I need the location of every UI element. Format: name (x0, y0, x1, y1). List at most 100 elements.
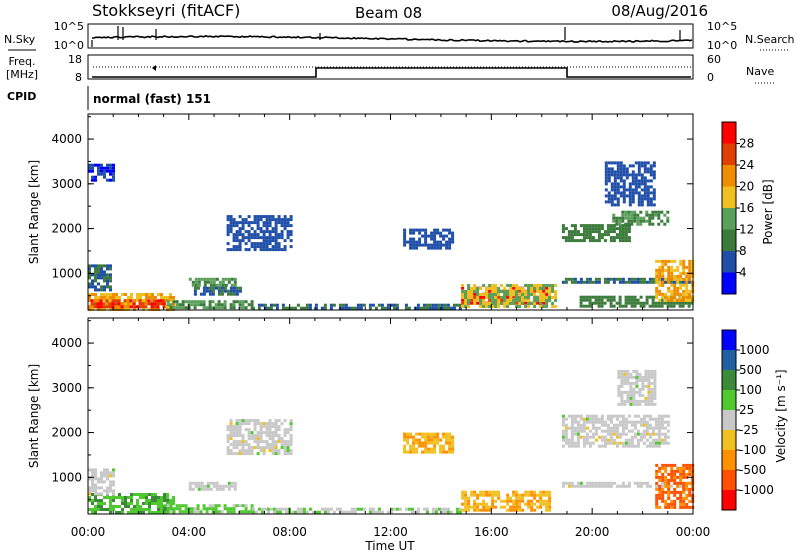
data-cell (653, 384, 657, 388)
data-cell (582, 444, 586, 448)
data-cell (491, 299, 495, 302)
data-cell (663, 420, 667, 424)
data-cell (175, 504, 179, 508)
data-cell (643, 164, 647, 168)
data-cell (632, 387, 636, 391)
data-cell (636, 213, 640, 217)
data-cell (657, 435, 661, 439)
data-cell (679, 469, 683, 473)
data-cell (628, 203, 632, 207)
data-cell (448, 444, 452, 448)
data-cell (588, 236, 592, 240)
data-cell (620, 381, 624, 385)
data-cell (618, 441, 622, 445)
data-cell (473, 287, 477, 290)
data-cell (196, 504, 200, 508)
data-cell (250, 504, 254, 508)
data-cell (627, 414, 631, 418)
data-cell (274, 233, 278, 237)
power-colorbar-swatch (722, 122, 736, 144)
data-cell (664, 505, 668, 509)
data-cell (623, 372, 627, 376)
data-cell (442, 243, 446, 247)
data-cell (262, 425, 266, 429)
data-cell (406, 240, 410, 244)
data-cell (673, 505, 677, 509)
data-cell (274, 224, 278, 228)
data-cell (561, 438, 565, 442)
data-cell (644, 384, 648, 388)
data-cell (99, 305, 103, 309)
data-cell (106, 486, 109, 490)
data-cell (424, 243, 428, 247)
data-cell (639, 219, 643, 223)
data-cell (247, 239, 251, 243)
data-cell (634, 188, 638, 192)
data-cell (657, 423, 661, 427)
data-cell (607, 197, 611, 201)
data-cell (643, 170, 647, 174)
data-cell (585, 230, 589, 234)
data-cell (266, 306, 270, 310)
data-cell (111, 299, 115, 303)
data-cell (633, 414, 637, 418)
data-cell (221, 283, 225, 287)
data-cell (651, 277, 655, 281)
data-cell (271, 431, 275, 435)
data-cell (579, 484, 583, 488)
data-cell (512, 286, 516, 290)
data-cell (470, 296, 474, 299)
data-cell (278, 507, 282, 511)
velocity-colorbar-tick-label: -1000 (739, 483, 774, 497)
data-cell (467, 502, 471, 506)
data-cell (619, 179, 623, 183)
data-cell (232, 303, 236, 307)
data-cell (491, 499, 495, 503)
data-cell (268, 437, 272, 441)
data-cell (663, 435, 667, 439)
data-cell (442, 450, 446, 454)
data-cell (403, 432, 407, 436)
data-cell (655, 493, 659, 497)
data-cell (615, 484, 619, 488)
data-cell (88, 273, 91, 277)
data-cell (157, 505, 160, 508)
data-cell (666, 301, 670, 305)
data-cell (645, 432, 649, 436)
data-cell (105, 305, 109, 309)
data-cell (415, 246, 419, 250)
data-cell (631, 197, 635, 201)
data-cell (649, 185, 653, 189)
data-cell (600, 236, 604, 240)
data-cell (497, 293, 501, 296)
data-cell (648, 222, 652, 226)
data-cell (634, 173, 638, 177)
data-cell (94, 299, 97, 302)
data-cell (132, 305, 136, 309)
data-cell (636, 484, 640, 488)
data-cell (630, 438, 634, 442)
data-cell (506, 508, 510, 512)
data-cell (274, 239, 278, 243)
power-colorbar-swatch (722, 229, 736, 251)
data-cell (130, 302, 133, 305)
data-cell (296, 510, 300, 514)
data-cell (576, 444, 580, 448)
data-cell (109, 480, 112, 484)
data-cell (121, 511, 124, 514)
data-cell (685, 496, 689, 500)
data-cell (621, 420, 625, 424)
data-cell (676, 475, 680, 479)
nave-tick-top: 60 (707, 53, 721, 66)
data-cell (548, 290, 552, 293)
data-cell (642, 432, 646, 436)
data-cell (109, 264, 112, 268)
data-cell (424, 237, 428, 241)
data-cell (244, 306, 248, 310)
data-cell (290, 306, 294, 310)
data-cell (585, 481, 589, 485)
data-cell (664, 499, 668, 503)
data-cell (151, 299, 154, 302)
data-cell (651, 295, 655, 299)
